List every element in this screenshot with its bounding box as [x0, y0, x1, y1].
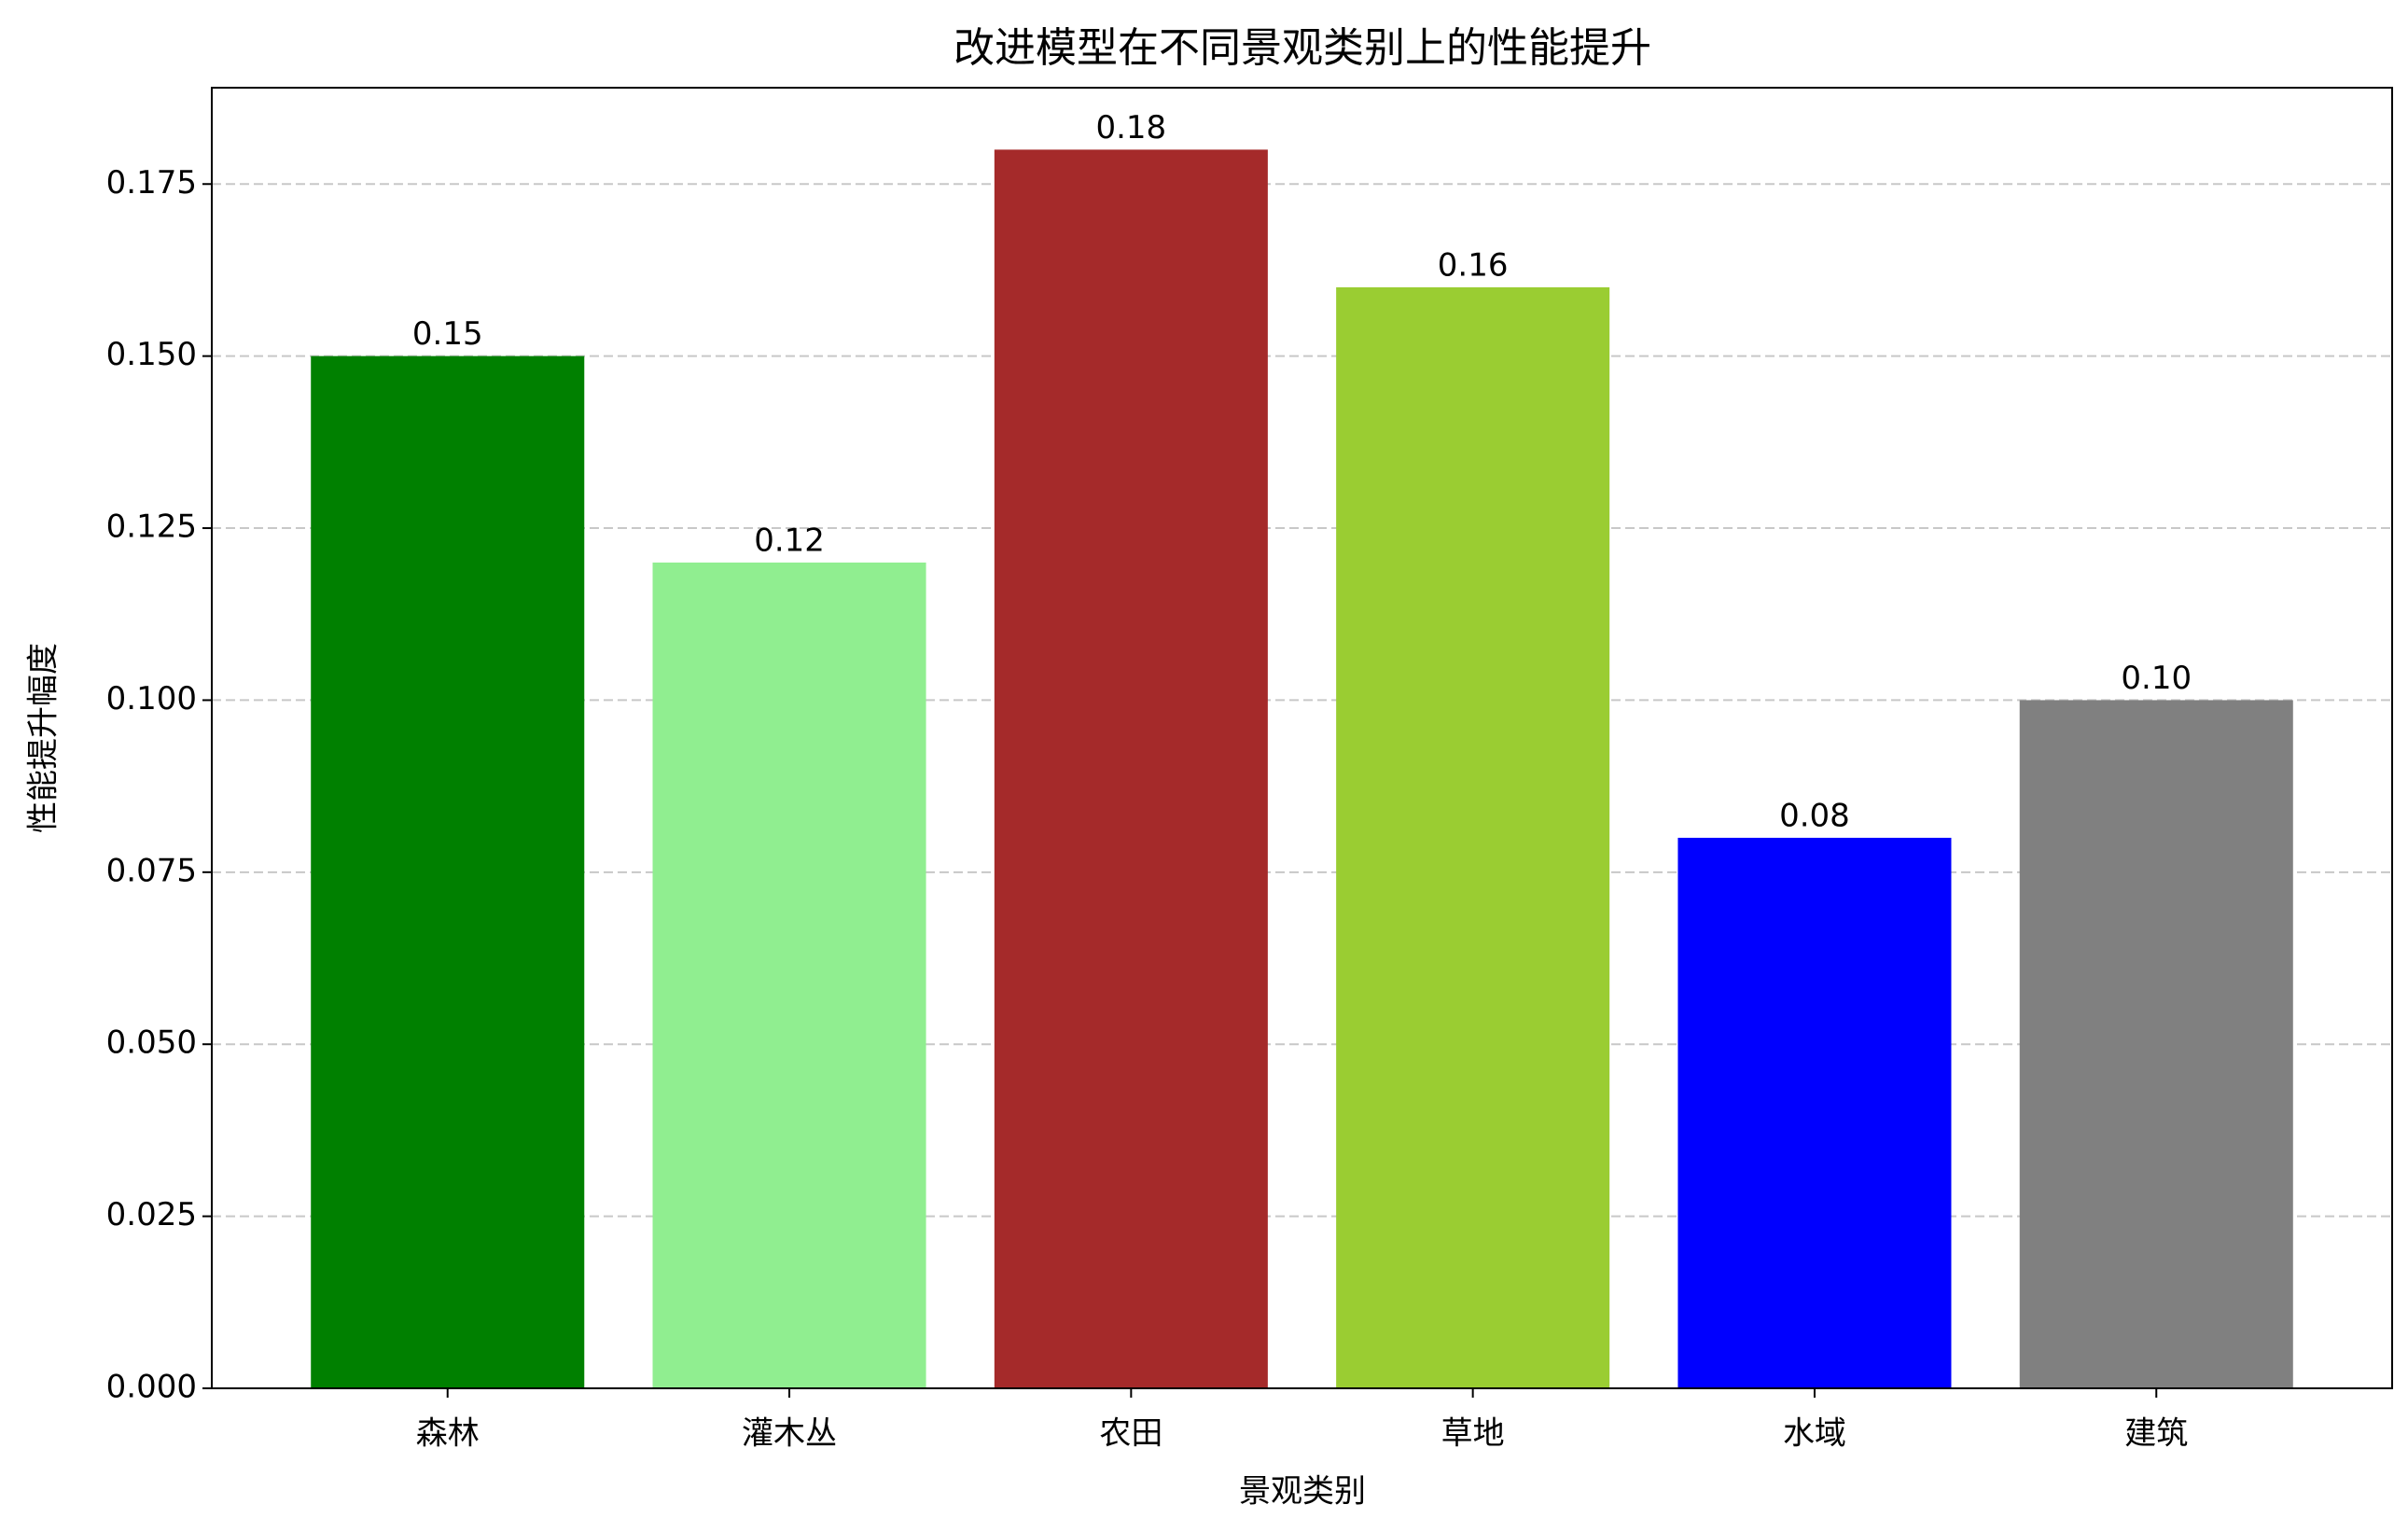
y-tick-label: 0.025: [106, 1196, 197, 1233]
bar: [1336, 286, 1610, 1388]
y-tick-label: 0.175: [106, 164, 197, 202]
y-tick-label: 0.100: [106, 680, 197, 717]
bar: [1677, 837, 1952, 1388]
y-tick-label: 0.000: [106, 1369, 197, 1406]
plot-frame: [211, 87, 2393, 1389]
y-tick-label: 0.050: [106, 1024, 197, 1062]
x-tick-label: 灌木丛: [742, 1415, 837, 1453]
data-label: 0.10: [2121, 660, 2192, 697]
data-label: 0.08: [1779, 797, 1850, 834]
data-label: 0.18: [1095, 109, 1166, 146]
y-tick-label: 0.075: [106, 852, 197, 889]
data-label: 0.12: [754, 522, 825, 559]
y-tick-label: 0.125: [106, 508, 197, 546]
x-tick-label: 建筑: [2124, 1415, 2188, 1453]
x-tick-label: 森林: [416, 1415, 480, 1453]
y-tick-label: 0.150: [106, 336, 197, 373]
x-tick-label: 草地: [1441, 1415, 1505, 1453]
y-axis-label: 性能提升幅度: [25, 643, 63, 833]
bar: [994, 149, 1268, 1388]
x-axis-label: 景观类别: [1239, 1473, 1366, 1511]
data-label: 0.16: [1438, 246, 1509, 284]
x-tick-label: 农田: [1099, 1415, 1162, 1453]
chart-title: 改进模型在不同景观类别上的性能提升: [953, 24, 1651, 72]
bar: [2019, 700, 2293, 1388]
bar: [311, 355, 585, 1389]
bar: [652, 562, 926, 1388]
x-tick-label: 水域: [1783, 1415, 1846, 1453]
data-label: 0.15: [412, 315, 483, 353]
